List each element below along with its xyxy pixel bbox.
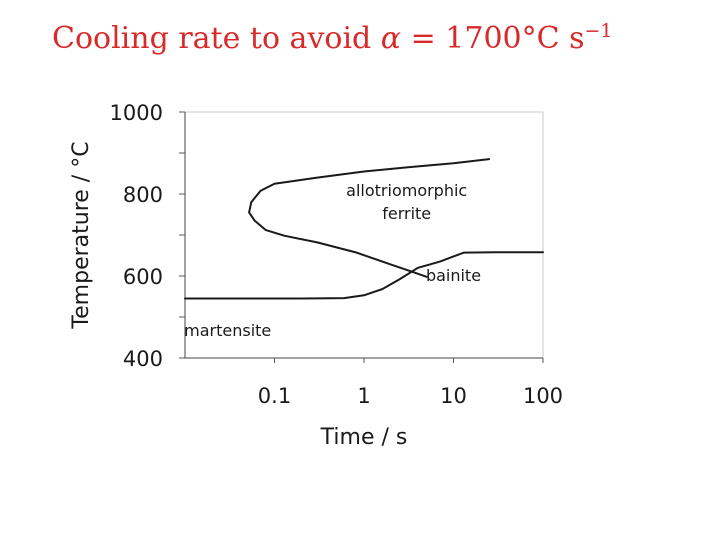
y-axis-label: Temperature / °C <box>69 141 94 329</box>
y-ticks: 400 600 800 1000 <box>110 101 185 371</box>
x-tick-label: 1 <box>357 384 370 408</box>
bainite-label: bainite <box>426 266 481 285</box>
x-tick-label: 100 <box>523 384 563 408</box>
title-text: Cooling rate to avoid <box>52 21 372 56</box>
slide-title: Cooling rate to avoid α = 1700°C s−1 <box>52 20 613 56</box>
y-tick-label: 800 <box>123 183 163 207</box>
y-tick-label: 600 <box>123 265 163 289</box>
x-ticks: 0.1 1 10 100 <box>258 358 563 408</box>
y-tick-label: 400 <box>123 347 163 371</box>
x-tick-label: 10 <box>440 384 467 408</box>
title-alpha-symbol: α <box>380 21 402 56</box>
x-axis-label: Time / s <box>320 425 408 450</box>
bainite-curve <box>184 251 544 300</box>
martensite-label: martensite <box>184 321 271 340</box>
curves <box>184 158 544 300</box>
annotations: allotriomorphic ferrite bainite martensite <box>184 181 481 340</box>
y-tick-label: 1000 <box>110 101 163 125</box>
allotriomorphic-label-line2: ferrite <box>382 204 431 223</box>
x-tick-label: 0.1 <box>258 384 291 408</box>
title-exponent: −1 <box>584 20 613 42</box>
ferrite-curve <box>248 158 491 278</box>
title-equals-value: = 1700°C s <box>410 21 585 56</box>
allotriomorphic-label-line1: allotriomorphic <box>346 181 467 200</box>
